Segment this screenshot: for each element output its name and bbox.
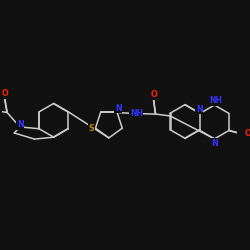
Text: N: N xyxy=(196,105,203,114)
Text: S: S xyxy=(88,124,94,133)
Text: NH: NH xyxy=(209,96,222,105)
Text: N: N xyxy=(212,138,218,147)
Text: N: N xyxy=(115,104,122,113)
Text: NH: NH xyxy=(130,109,143,118)
Text: O: O xyxy=(244,130,250,138)
Text: O: O xyxy=(1,89,8,98)
Text: N: N xyxy=(17,120,24,130)
Text: O: O xyxy=(150,90,157,99)
